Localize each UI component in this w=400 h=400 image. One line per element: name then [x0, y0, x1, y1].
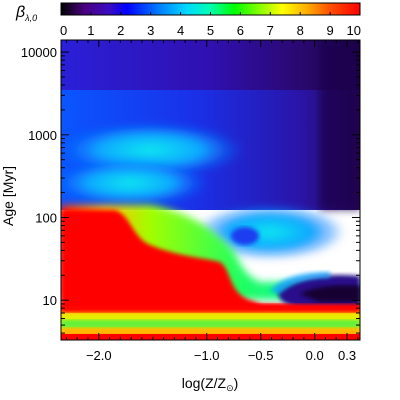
x-tick-label: 0.0 [306, 348, 324, 363]
colorbar-tick-label: 2 [117, 23, 124, 38]
plot-frame [60, 39, 361, 341]
x-axis-title-sub: ⊙ [226, 383, 234, 393]
region-cyan-blob-right [195, 204, 345, 260]
colorbar-tick-label: 1 [87, 23, 94, 38]
x-tick-label: −2.0 [86, 348, 112, 363]
colorbar-tick-label: 7 [267, 23, 274, 38]
x-axis-title-main: log(Z/Z [182, 375, 227, 391]
y-tick-label: 10000 [21, 45, 57, 60]
y-tick-label: 100 [35, 210, 57, 225]
y-tick-label: 1000 [28, 128, 57, 143]
colorbar-tick-label: 4 [177, 23, 184, 38]
region-dark-right-edge [320, 40, 360, 210]
region-young-age-orange-strip [61, 328, 360, 334]
region-blue-rim [270, 272, 330, 294]
region-young-age-yellow-strip [61, 314, 360, 320]
y-axis-title-main: Age [0, 201, 16, 226]
y-axis-title-unit: [Myr] [0, 166, 16, 197]
y-tick-label: 10 [43, 293, 57, 308]
x-axis-title: log(Z/Z⊙) [182, 375, 239, 393]
y-axis-title: Age [Myr] [0, 166, 16, 226]
x-tick-label: −0.5 [248, 348, 274, 363]
colorbar-ticks: 0 1 2 3 4 5 6 7 8 9 10 [60, 12, 361, 38]
colorbar-tick-label: 8 [297, 23, 304, 38]
colorbar: 0 1 2 3 4 5 6 7 8 9 10 βλ,0 [15, 2, 361, 38]
x-tick-label: −1.0 [194, 348, 220, 363]
x-tick-label: 0.3 [338, 348, 356, 363]
colorbar-tick-label: 9 [326, 23, 333, 38]
region-red-saturated [61, 210, 360, 316]
colorbar-tick-label: 10 [347, 23, 361, 38]
region-youngest-red-strip [61, 334, 360, 340]
x-axis-title-close: ) [234, 375, 239, 391]
heatmap-field [61, 40, 360, 340]
y-axis-ticks: 10 100 1000 10000 [21, 45, 360, 334]
region-blue-spot [231, 227, 259, 245]
region-young-age-red-strip [61, 304, 360, 312]
region-cyan-blob-mid [61, 159, 210, 207]
colorbar-tick-label: 5 [207, 23, 214, 38]
colorbar-tick-label: 6 [237, 23, 244, 38]
colorbar-title: βλ,0 [15, 4, 37, 23]
region-dark-pocket-core [300, 285, 360, 302]
x-axis-ticks: −2.0 −1.0 −0.5 0.0 0.3 [65, 40, 359, 363]
colorbar-tick-label: 3 [147, 23, 154, 38]
colorbar-tick-label: 0 [60, 23, 67, 38]
region-young-age-green-strip [61, 320, 360, 328]
colorbar-title-subscript: λ,0 [24, 13, 37, 23]
colorbar-title-symbol: β [15, 4, 25, 21]
